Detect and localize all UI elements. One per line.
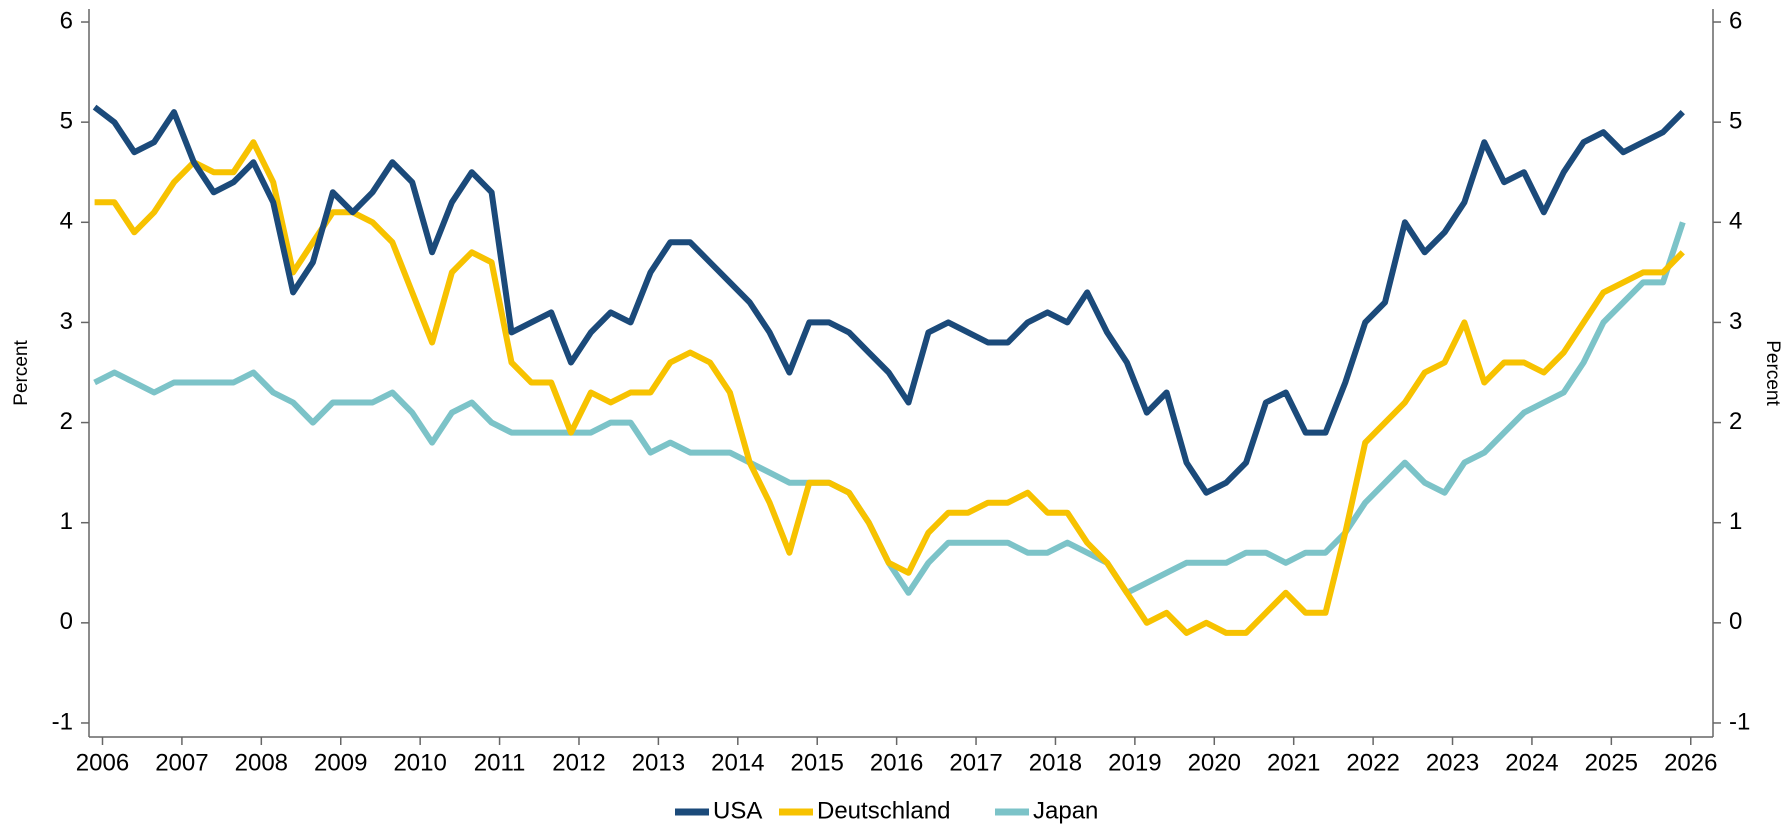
y-tick-label: 1 [60, 508, 73, 535]
y-tick-label: 4 [60, 208, 73, 235]
y2-tick-label: 4 [1729, 208, 1742, 235]
y-tick-label: 5 [60, 107, 73, 134]
x-tick-label: 2021 [1267, 749, 1320, 776]
series-line [94, 139, 1685, 636]
x-tick-label: 2025 [1585, 749, 1638, 776]
y-tick-label: 3 [60, 308, 73, 335]
x-tick-label: 2007 [155, 749, 208, 776]
y-tick-label: 2 [60, 408, 73, 435]
x-tick-label: 2009 [314, 749, 367, 776]
y-tick-label: -1 [52, 708, 73, 735]
x-tick-label: 2008 [235, 749, 288, 776]
y-axis-label: Percent [11, 340, 32, 406]
x-tick-label: 2026 [1664, 749, 1717, 776]
legend-label: Deutschland [817, 797, 950, 824]
y2-tick-label: 2 [1729, 408, 1742, 435]
y2-tick-label: 3 [1729, 308, 1742, 335]
y-tick-label: 6 [60, 7, 73, 34]
series-line [93, 221, 1686, 596]
y2-tick-label: 6 [1729, 7, 1742, 34]
x-tick-label: 2020 [1188, 749, 1241, 776]
x-tick-label: 2017 [949, 749, 1002, 776]
y2-tick-label: 5 [1729, 107, 1742, 134]
x-tick-label: 2011 [474, 749, 526, 776]
x-tick-label: 2015 [791, 749, 844, 776]
x-tick-label: 2023 [1426, 749, 1479, 776]
x-tick-label: 2016 [870, 749, 923, 776]
x-tick-label: 2024 [1505, 749, 1558, 776]
x-tick-label: 2013 [632, 749, 685, 776]
y2-axis-label: Percent [1762, 340, 1783, 406]
y2-tick-label: 1 [1729, 508, 1742, 535]
y2-tick-label: 0 [1729, 608, 1742, 635]
x-tick-label: 2014 [711, 749, 764, 776]
legend-label: USA [713, 797, 762, 824]
series-line [92, 104, 1685, 496]
y2-tick-label: -1 [1729, 708, 1750, 735]
x-tick-label: 2018 [1029, 749, 1082, 776]
legend-label: Japan [1033, 797, 1098, 824]
x-tick-label: 2006 [76, 749, 129, 776]
x-tick-label: 2010 [393, 749, 446, 776]
x-tick-label: 2019 [1108, 749, 1161, 776]
y-tick-label: 0 [60, 608, 73, 635]
x-tick-label: 2022 [1346, 749, 1399, 776]
x-tick-label: 2012 [552, 749, 605, 776]
